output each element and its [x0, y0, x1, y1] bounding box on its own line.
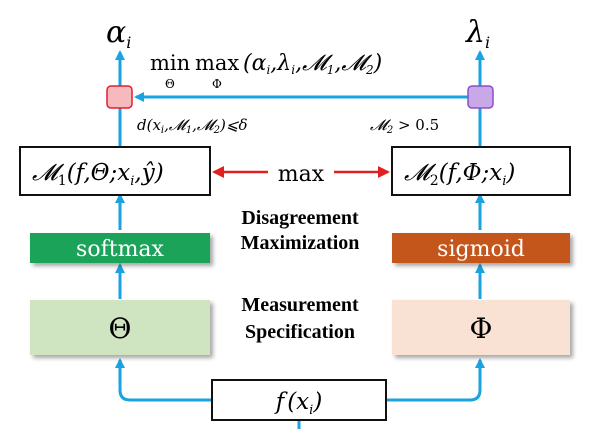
blue-connectors	[115, 50, 485, 429]
alpha-output-label: αi	[106, 15, 131, 52]
lambda-node	[467, 85, 494, 109]
m1-model-box	[19, 146, 211, 196]
alpha-node	[106, 85, 133, 109]
measurement-label-line1: Measurement	[241, 294, 359, 316]
m1-model-label: 𝓜1(f,Θ;xi,ŷ)	[32, 160, 164, 189]
theta-param-box	[30, 300, 210, 355]
constraint-right: 𝓜2 > 0.5	[370, 116, 439, 136]
sigmoid-label: sigmoid	[437, 237, 525, 262]
phi-param-label: Φ	[470, 312, 493, 345]
softmax-label: softmax	[76, 237, 164, 262]
softmax-bar	[30, 233, 210, 263]
input-to-theta-arrow	[115, 358, 212, 402]
lambda-output-label: λi	[465, 15, 490, 52]
measurement-label-line2: Specification	[245, 321, 355, 343]
constraint-left: d(xi,𝓜1,𝓜2)⩽δ	[137, 116, 247, 136]
m2-model-box	[391, 146, 571, 196]
sigmoid-bar	[392, 233, 570, 263]
max-center-label: max	[278, 162, 325, 187]
objective-min: min	[150, 51, 190, 75]
phi-param-box	[392, 300, 570, 355]
objective-max: max	[195, 51, 239, 75]
input-to-phi-arrow	[386, 358, 485, 402]
objective-max-sub: Φ	[212, 77, 222, 91]
disagreement-label-line2: Maximization	[241, 232, 360, 254]
objective-min-sub: Θ	[165, 77, 175, 91]
m2-model-label: 𝓜2(f,Φ;xi)	[404, 160, 515, 189]
input-label: f (xi)	[274, 389, 323, 418]
theta-param-label: Θ	[109, 312, 132, 345]
objective-args: (αi,λi,𝓜1,𝓜2)	[243, 51, 382, 77]
input-box	[211, 379, 387, 421]
disagreement-label-line1: Disagreement	[241, 207, 359, 229]
